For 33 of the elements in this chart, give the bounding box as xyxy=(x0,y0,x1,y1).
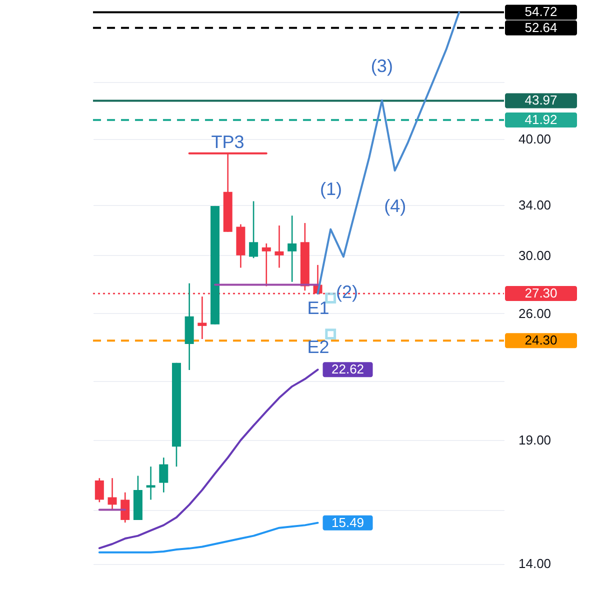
y-tick-label: 30.00 xyxy=(518,248,552,263)
annotation: (2) xyxy=(336,282,358,302)
candlestick xyxy=(262,242,271,287)
ref-line-label: 43.97 xyxy=(524,92,558,108)
y-tick-label: 19.00 xyxy=(518,432,552,448)
annotation: E2 xyxy=(307,337,330,357)
ref-line-label: 41.92 xyxy=(524,112,558,128)
candlestick xyxy=(198,296,207,340)
data-label: 22.62 xyxy=(331,362,364,377)
annotation: (3) xyxy=(370,56,393,76)
candlestick xyxy=(159,456,168,494)
annotation: (4) xyxy=(384,196,406,216)
data-label: 15.49 xyxy=(331,514,364,530)
annotation: E1 xyxy=(307,298,330,318)
y-tick-label: 14.00 xyxy=(518,556,552,572)
annotation: (1) xyxy=(320,179,342,200)
ref-line-label: 24.30 xyxy=(524,332,558,348)
candlestick xyxy=(108,477,117,510)
line-series xyxy=(98,368,319,550)
candlestick xyxy=(249,200,258,259)
candlestick xyxy=(120,492,130,524)
ref-line-label: 27.30 xyxy=(524,286,558,301)
candlestick xyxy=(274,224,284,268)
candlestick xyxy=(94,477,104,503)
annotation: TP3 xyxy=(211,132,244,152)
y-tick-label: 40.00 xyxy=(518,132,552,147)
candlestick xyxy=(146,466,156,500)
line-series xyxy=(98,522,319,554)
candlestick xyxy=(288,214,297,283)
ref-line-label: 54.72 xyxy=(524,4,558,20)
y-tick-label: 26.00 xyxy=(518,306,552,321)
y-tick-label: 34.00 xyxy=(518,197,552,212)
ref-line-label: 52.64 xyxy=(524,20,558,35)
